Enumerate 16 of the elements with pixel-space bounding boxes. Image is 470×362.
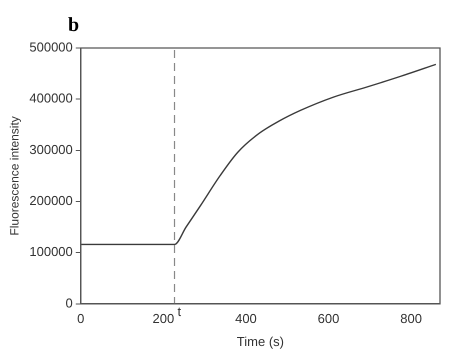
y-tick-label: 200000	[29, 193, 73, 208]
x-axis-title: Time (s)	[236, 334, 284, 349]
line-series	[80, 64, 437, 246]
chart-title: b	[68, 14, 80, 37]
y-tick-label: 0	[66, 295, 73, 310]
y-axis-title: Fluorescence intensity	[8, 116, 22, 236]
y-tick-label: 300000	[29, 142, 73, 157]
ref-line-label: t	[178, 304, 182, 319]
x-tick-label: 0	[77, 311, 84, 326]
x-tick-label: 800	[400, 311, 422, 326]
y-tick-label: 100000	[29, 244, 73, 260]
y-tick-label: 500000	[29, 40, 73, 55]
y-tick-label: 400000	[29, 90, 73, 106]
x-tick-label: 400	[235, 311, 257, 326]
x-tick-label: 600	[318, 311, 340, 326]
x-tick-label: 200	[152, 311, 174, 326]
